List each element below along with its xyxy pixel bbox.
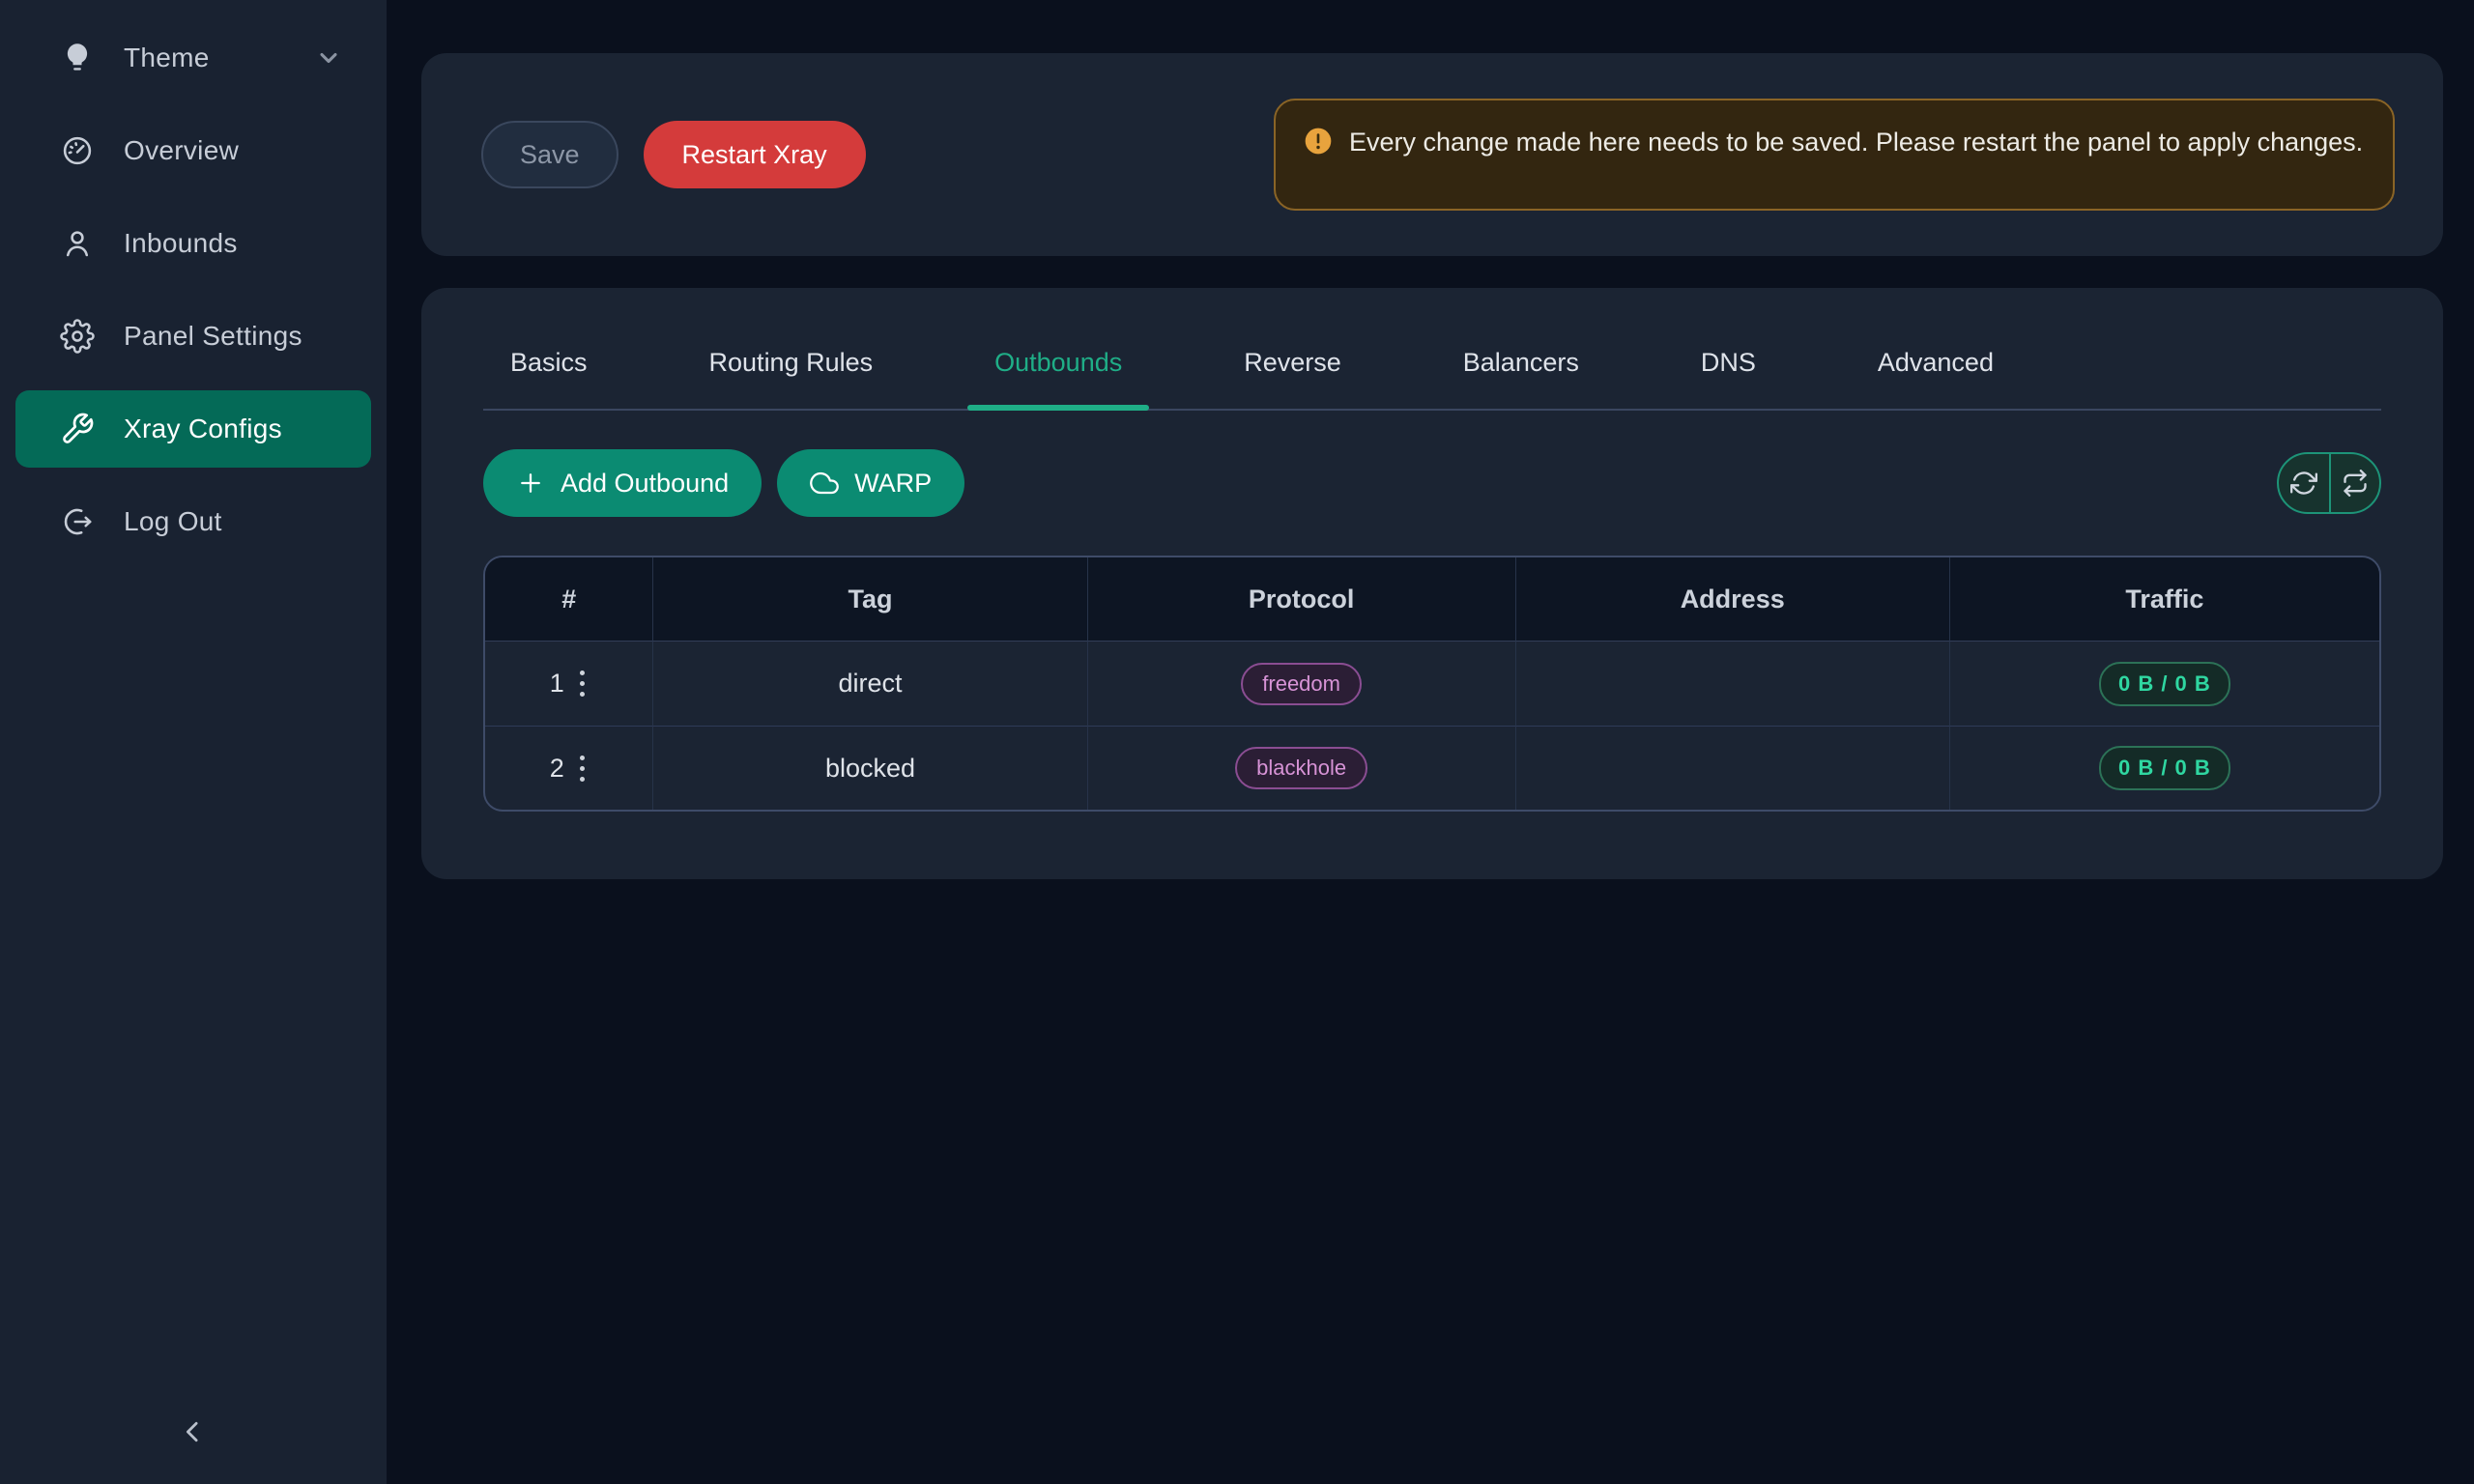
- sidebar-item-xray-configs[interactable]: Xray Configs: [15, 390, 371, 468]
- sidebar-item-label: Overview: [124, 135, 240, 165]
- tab-routing-rules[interactable]: Routing Rules: [708, 348, 874, 377]
- plus-icon: [516, 469, 545, 498]
- outbounds-actions-row: Add Outbound WARP: [483, 449, 2381, 517]
- sidebar-item-label: Xray Configs: [124, 414, 282, 443]
- sidebar-item-log-out[interactable]: Log Out: [15, 483, 371, 560]
- sidebar-item-theme[interactable]: Theme: [15, 19, 371, 97]
- lightbulb-icon: [60, 41, 95, 75]
- alert-text: Every change made here needs to be saved…: [1349, 128, 2364, 157]
- gauge-icon: [60, 133, 95, 168]
- xray-configs-card: Basics Routing Rules Outbounds Reverse B…: [421, 288, 2443, 879]
- main-content: Save Restart Xray Every change made here…: [387, 0, 2474, 1484]
- tag-cell: direct: [653, 642, 1088, 726]
- config-tabs: Basics Routing Rules Outbounds Reverse B…: [483, 348, 2381, 411]
- chevron-left-icon: [179, 1417, 208, 1446]
- gear-icon: [60, 319, 95, 354]
- traffic-cell: 0 B / 0 B: [1950, 642, 2379, 726]
- protocol-cell: freedom: [1088, 642, 1516, 726]
- column-header-tag: Tag: [653, 557, 1088, 642]
- add-outbound-label: Add Outbound: [561, 468, 730, 498]
- address-cell: [1516, 642, 1950, 726]
- sidebar-item-panel-settings[interactable]: Panel Settings: [15, 298, 371, 375]
- sidebar-item-overview[interactable]: Overview: [15, 112, 371, 189]
- restart-xray-button[interactable]: Restart Xray: [643, 121, 866, 188]
- table-header-row: # Tag Protocol Address Traffic: [485, 557, 2379, 642]
- reset-traffic-button[interactable]: [2329, 454, 2379, 512]
- sidebar-item-inbounds[interactable]: Inbounds: [15, 205, 371, 282]
- sidebar-collapse-button[interactable]: [166, 1405, 220, 1459]
- column-header-address: Address: [1515, 557, 1950, 642]
- cloud-icon: [810, 469, 840, 498]
- tab-balancers[interactable]: Balancers: [1462, 348, 1579, 377]
- tab-basics[interactable]: Basics: [510, 348, 588, 377]
- sidebar: Theme Overview Inbounds: [0, 0, 387, 1484]
- wrench-icon: [60, 412, 95, 446]
- logout-icon: [60, 504, 95, 539]
- traffic-badge: 0 B / 0 B: [2098, 661, 2230, 706]
- row-number: 2: [549, 753, 564, 783]
- tag-cell: blocked: [653, 726, 1088, 810]
- chevron-down-icon: [315, 44, 342, 71]
- tab-outbounds[interactable]: Outbounds: [967, 348, 1150, 411]
- refresh-button-group: [2277, 452, 2381, 514]
- traffic-cell: 0 B / 0 B: [1949, 726, 2379, 810]
- save-button[interactable]: Save: [481, 121, 618, 188]
- protocol-badge: freedom: [1241, 662, 1362, 705]
- warp-label: WARP: [854, 468, 933, 498]
- toolbar-card: Save Restart Xray Every change made here…: [421, 53, 2443, 256]
- tab-advanced[interactable]: Advanced: [1877, 348, 1994, 377]
- column-header-traffic: Traffic: [1949, 557, 2379, 642]
- column-header-protocol: Protocol: [1087, 557, 1516, 642]
- traffic-badge: 0 B / 0 B: [2098, 746, 2230, 790]
- sidebar-item-label: Theme: [124, 43, 210, 72]
- sidebar-item-label: Log Out: [124, 506, 222, 536]
- sidebar-item-label: Panel Settings: [124, 321, 302, 351]
- warp-button[interactable]: WARP: [777, 449, 965, 517]
- repeat-icon: [2342, 470, 2369, 497]
- outbounds-table: # Tag Protocol Address Traffic 1 direct …: [483, 556, 2381, 812]
- restart-warning-alert: Every change made here needs to be saved…: [1274, 99, 2395, 211]
- protocol-badge: blackhole: [1235, 747, 1368, 789]
- add-outbound-button[interactable]: Add Outbound: [483, 449, 762, 517]
- row-number-cell: 1: [485, 642, 654, 726]
- refresh-outbounds-button[interactable]: [2279, 454, 2329, 512]
- refresh-icon: [2290, 470, 2317, 497]
- user-icon: [60, 226, 95, 261]
- warning-circle-icon: [1303, 126, 1334, 157]
- row-number: 1: [549, 669, 564, 698]
- column-header-number: #: [485, 557, 654, 642]
- table-row: 1 direct freedom 0 B / 0 B: [485, 642, 2379, 726]
- tab-reverse[interactable]: Reverse: [1244, 348, 1341, 377]
- row-number-cell: 2: [485, 726, 654, 810]
- row-menu-kebab-icon[interactable]: [576, 667, 589, 700]
- row-menu-kebab-icon[interactable]: [576, 752, 589, 785]
- table-row: 2 blocked blackhole 0 B / 0 B: [485, 726, 2379, 810]
- address-cell: [1515, 726, 1950, 810]
- tab-dns[interactable]: DNS: [1700, 348, 1756, 377]
- sidebar-item-label: Inbounds: [124, 228, 238, 258]
- protocol-cell: blackhole: [1087, 726, 1516, 810]
